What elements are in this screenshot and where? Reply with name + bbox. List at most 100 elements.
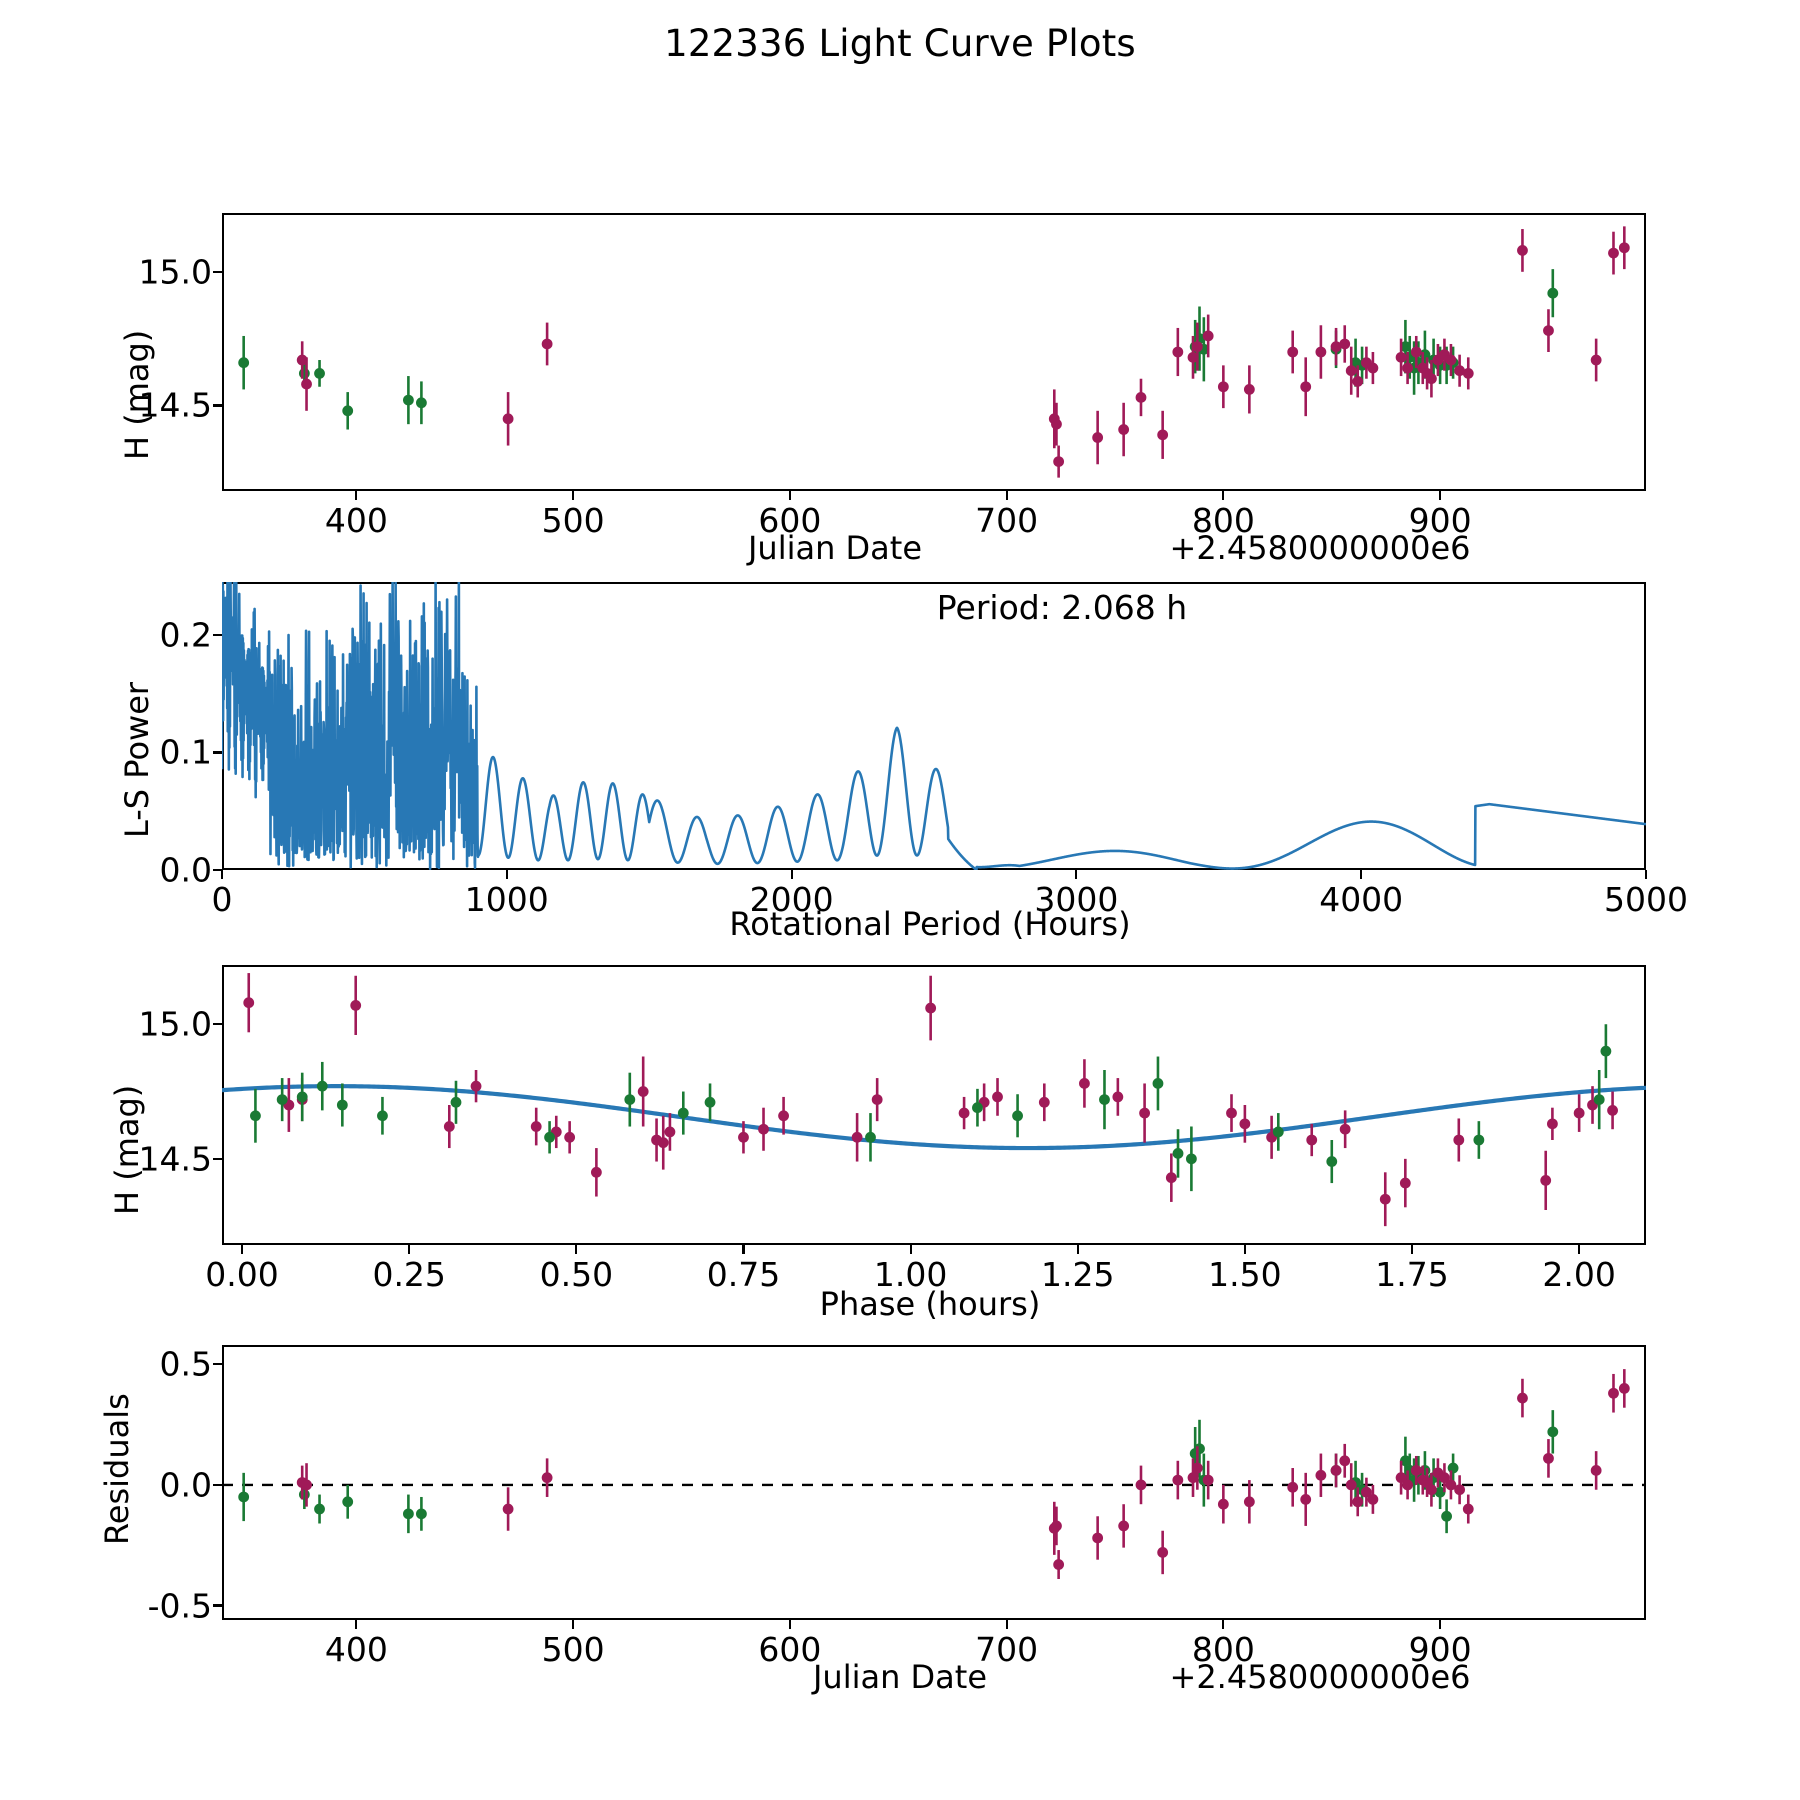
tick-label-x: 2000 (749, 880, 834, 919)
tick-mark-x (355, 491, 358, 500)
tick-label-y: 0.1 (159, 732, 212, 772)
panel-phase (222, 965, 1646, 1245)
tick-mark-x (505, 870, 508, 879)
tick-mark-x (572, 1620, 575, 1629)
data-series-magenta (243, 973, 1618, 1227)
tick-label-x: 1.25 (1040, 1255, 1115, 1294)
tick-mark-x (1222, 491, 1225, 500)
tick-label-x: 2.00 (1542, 1255, 1616, 1294)
tick-label-x: 3000 (1034, 880, 1119, 919)
tick-label-x: 1.50 (1208, 1255, 1282, 1294)
tick-mark-x (788, 491, 791, 500)
tick-mark-y (213, 1023, 222, 1026)
tick-label-x: 0.75 (706, 1255, 781, 1294)
tick-mark-x (1438, 491, 1442, 500)
residuals-plot-area (222, 1369, 1646, 1579)
tick-label-y: 14.5 (138, 1139, 212, 1179)
data-series-green (238, 1410, 1559, 1534)
tick-mark-x (575, 1245, 578, 1254)
panel-periodogram (222, 582, 1646, 870)
tick-mark-x (408, 1245, 411, 1254)
tick-mark-x (788, 1620, 791, 1629)
tick-label-x: 1000 (464, 880, 549, 919)
axis-label-y-residuals: Residuals (98, 1393, 136, 1545)
tick-label-x: 900 (1408, 501, 1472, 540)
tick-label-x: 0.25 (372, 1255, 446, 1294)
tick-label-x: 0.00 (205, 1255, 279, 1294)
tick-mark-x (790, 870, 793, 879)
tick-label-x: 1.00 (873, 1255, 948, 1294)
tick-label-x: 500 (541, 1630, 605, 1669)
light-curve-plot-area (238, 226, 1630, 478)
tick-mark-x (1438, 1620, 1442, 1629)
tick-label-y: 15.0 (138, 1004, 212, 1044)
tick-mark-y (213, 404, 222, 407)
tick-mark-x (355, 1620, 358, 1629)
tick-label-x: 5000 (1604, 880, 1688, 919)
data-series-magenta (296, 226, 1630, 478)
tick-mark-y (213, 1157, 222, 1160)
tick-mark-x (742, 1245, 745, 1254)
data-series-green (238, 269, 1559, 430)
tick-label-y: 15.0 (138, 252, 212, 292)
tick-label-y: 14.5 (138, 385, 212, 425)
axis-label-x-residuals: Julian Date (812, 1658, 988, 1696)
tick-mark-x (240, 1245, 244, 1254)
periodogram-plot-area (222, 582, 1646, 870)
page-title: 122336 Light Curve Plots (664, 22, 1136, 65)
tick-label-x: 900 (1408, 1630, 1472, 1669)
tick-label-x: 4000 (1319, 880, 1404, 919)
tick-mark-x (1005, 1620, 1008, 1629)
tick-mark-x (1076, 1245, 1079, 1254)
tick-label-y: -0.5 (147, 1586, 212, 1626)
tick-mark-y (213, 751, 222, 754)
tick-mark-y (213, 1363, 222, 1366)
phase-plot-area (222, 973, 1646, 1227)
tick-label-x: 700 (975, 1630, 1039, 1669)
tick-label-x: 600 (758, 501, 822, 540)
tick-mark-y (213, 1604, 222, 1607)
tick-label-y: 0.5 (159, 1344, 212, 1384)
tick-mark-y (213, 868, 222, 872)
data-series-green (250, 1024, 1612, 1192)
tick-label-x: 500 (541, 501, 605, 540)
tick-label-x: 400 (324, 501, 388, 540)
tick-label-x: 0.50 (539, 1255, 614, 1294)
tick-label-y: 0.2 (159, 615, 212, 655)
tick-mark-y (213, 1483, 222, 1486)
tick-mark-x (1410, 1245, 1414, 1254)
tick-mark-x (909, 1245, 912, 1254)
axis-label-x-phase: Phase (hours) (819, 1285, 1041, 1323)
axis-label-x-periodogram: Rotational Period (Hours) (729, 905, 1131, 943)
tick-label-x: 1.75 (1375, 1255, 1449, 1294)
axis-label-y-periodogram: L-S Power (118, 681, 156, 838)
tick-mark-x (1005, 491, 1008, 500)
tick-mark-x (1578, 1245, 1581, 1254)
tick-mark-y (213, 633, 222, 636)
axis-label-x-light-curve: Julian Date (747, 529, 923, 567)
tick-mark-x (572, 491, 575, 500)
tick-label-x: 600 (758, 1630, 822, 1669)
tick-mark-x (220, 870, 224, 879)
axis-offset-light-curve: +2.4580000000e6 (1169, 529, 1471, 567)
axis-offset-residuals: +2.4580000000e6 (1169, 1658, 1471, 1696)
tick-label-x: 700 (975, 501, 1039, 540)
tick-label-y: 0.0 (159, 850, 212, 890)
panel-residuals (222, 1345, 1646, 1620)
tick-mark-x (1360, 870, 1363, 879)
tick-mark-x (1243, 1245, 1246, 1254)
tick-mark-x (1075, 870, 1078, 879)
tick-label-x: 0 (211, 880, 233, 919)
panel-light-curve (222, 213, 1646, 491)
tick-label-x: 800 (1191, 501, 1255, 540)
tick-label-x: 800 (1191, 1630, 1255, 1669)
periodogram-trace (222, 582, 1646, 870)
tick-label-y: 0.0 (159, 1465, 212, 1505)
tick-mark-x (1644, 870, 1648, 879)
tick-mark-y (213, 270, 222, 273)
tick-label-x: 400 (324, 1630, 388, 1669)
period-annotation: Period: 2.068 h (936, 588, 1188, 627)
tick-mark-x (1222, 1620, 1225, 1629)
data-series-magenta (296, 1369, 1630, 1579)
